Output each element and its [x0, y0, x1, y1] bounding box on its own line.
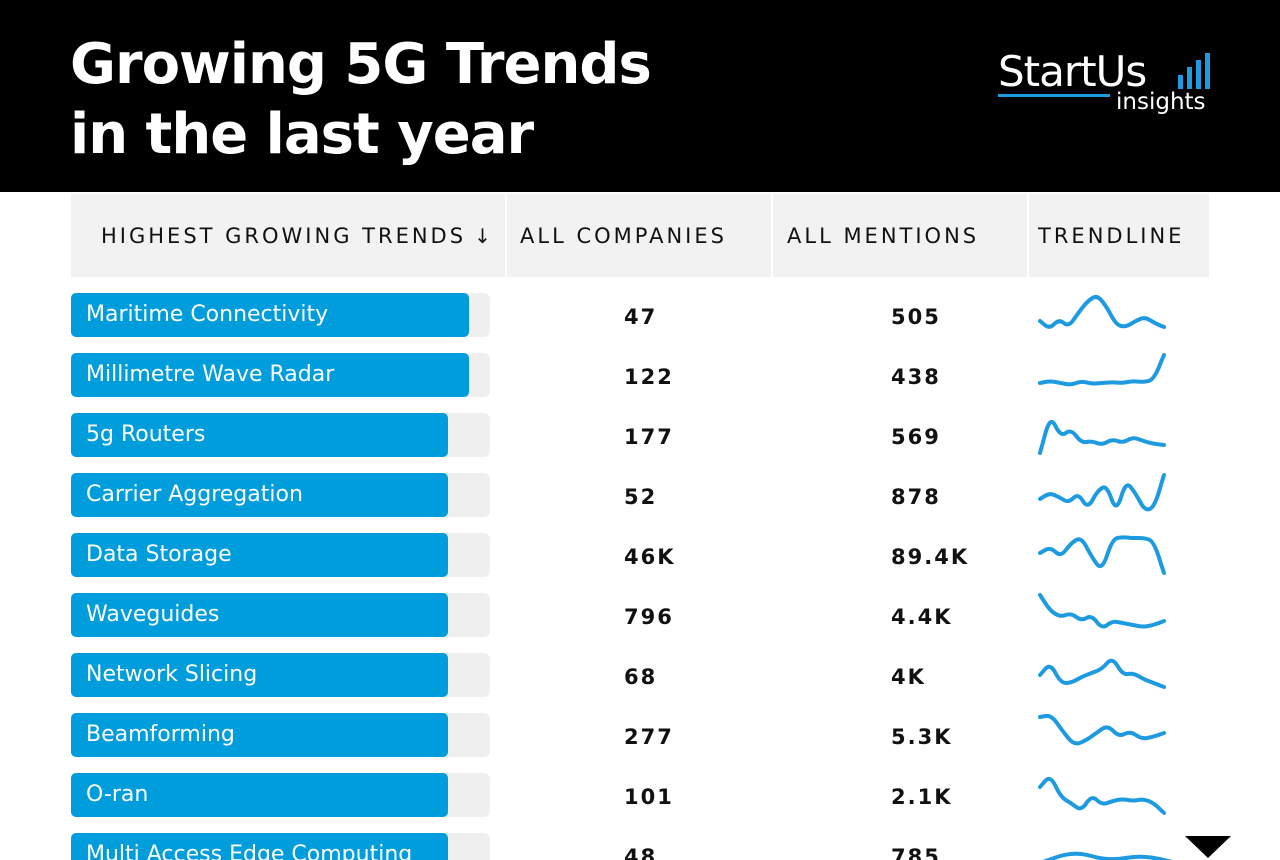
mentions-count: 89.4K [891, 545, 970, 569]
sparkline-path [1038, 713, 1167, 746]
trendline-sparkline [1038, 419, 1166, 455]
growth-bar[interactable] [71, 773, 448, 817]
header-label: HIGHEST GROWING TRENDS [101, 223, 467, 248]
header-banner: Growing 5G Trends in the last year Start… [0, 0, 1280, 192]
logo-underline [998, 94, 1110, 97]
logo-subtitle: insights [1116, 89, 1206, 115]
table-row[interactable]: Network Slicing 68 4K [0, 653, 1280, 699]
table-row[interactable]: Beamforming 277 5.3K [0, 713, 1280, 759]
growth-bar[interactable] [71, 533, 448, 577]
growth-bar[interactable] [71, 593, 448, 637]
mentions-count: 505 [891, 305, 941, 329]
companies-count: 48 [624, 845, 658, 860]
sparkline-path [1038, 473, 1166, 512]
signal-bars-icon [1178, 53, 1212, 89]
trend-name[interactable]: Data Storage [86, 542, 232, 567]
trendline-sparkline [1042, 851, 1173, 860]
sparkline-path [1038, 295, 1166, 329]
trendline-sparkline [1038, 353, 1166, 387]
sparkline-path [1038, 593, 1166, 629]
trend-name[interactable]: Waveguides [86, 602, 220, 627]
table-row[interactable]: 5g Routers 177 569 [0, 413, 1280, 459]
table-row[interactable]: O-ran 101 2.1K [0, 773, 1280, 819]
trendline-sparkline [1038, 776, 1166, 815]
trendline-sparkline [1038, 473, 1166, 512]
companies-count: 277 [624, 725, 674, 749]
trend-name[interactable]: Network Slicing [86, 662, 258, 687]
companies-count: 47 [624, 305, 658, 329]
table-row[interactable]: Carrier Aggregation 52 878 [0, 473, 1280, 519]
trend-name[interactable]: O-ran [86, 782, 149, 807]
growth-bar[interactable] [71, 353, 469, 397]
companies-count: 177 [624, 425, 674, 449]
mentions-count: 2.1K [891, 785, 953, 809]
sparkline-path [1042, 851, 1173, 860]
table-row[interactable]: Data Storage 46K 89.4K [0, 533, 1280, 579]
trend-name[interactable]: Millimetre Wave Radar [86, 362, 335, 387]
logo-wordmark: StartUs [998, 47, 1147, 96]
mentions-count: 5.3K [891, 725, 953, 749]
trendline-sparkline [1038, 593, 1166, 629]
trend-name[interactable]: 5g Routers [86, 422, 206, 447]
companies-count: 52 [624, 485, 658, 509]
mentions-count: 4K [891, 665, 926, 689]
companies-count: 122 [624, 365, 674, 389]
header-highest-growing-trends[interactable]: HIGHEST GROWING TRENDS ↓ [71, 194, 505, 277]
trend-name[interactable]: Multi Access Edge Computing [86, 842, 413, 860]
title-line-1: Growing 5G Trends [70, 32, 652, 97]
trend-name[interactable]: Maritime Connectivity [86, 302, 329, 327]
header-trendline[interactable]: TRENDLINE [1029, 194, 1209, 277]
companies-count: 68 [624, 665, 658, 689]
growth-bar[interactable] [71, 413, 448, 457]
growth-bar[interactable] [71, 653, 448, 697]
companies-count: 46K [624, 545, 676, 569]
growth-bar[interactable] [71, 473, 448, 517]
table-row[interactable]: Millimetre Wave Radar 122 438 [0, 353, 1280, 399]
table-header: HIGHEST GROWING TRENDS ↓ ALL COMPANIES A… [71, 194, 1209, 277]
sparkline-path [1038, 535, 1166, 575]
trendline-sparkline [1038, 713, 1167, 746]
scroll-down-icon[interactable] [1185, 836, 1231, 858]
sparkline-path [1038, 776, 1166, 815]
mentions-count: 4.4K [891, 605, 953, 629]
title-line-2: in the last year [70, 102, 534, 167]
page-title: Growing 5G Trends in the last year [70, 30, 652, 170]
arrow-down-icon[interactable]: ↓ [474, 223, 491, 248]
growth-bar[interactable] [71, 293, 469, 337]
header-label: ALL COMPANIES [520, 223, 727, 248]
trendline-sparkline [1038, 658, 1166, 689]
companies-count: 796 [624, 605, 674, 629]
table-row[interactable]: Multi Access Edge Computing 48 785 [0, 833, 1280, 860]
growth-bar[interactable] [71, 833, 448, 860]
trend-name[interactable]: Carrier Aggregation [86, 482, 303, 507]
mentions-count: 438 [891, 365, 941, 389]
header-label: TRENDLINE [1038, 223, 1185, 248]
mentions-count: 878 [891, 485, 941, 509]
mentions-count: 569 [891, 425, 941, 449]
sparkline-path [1038, 658, 1166, 689]
header-label: ALL MENTIONS [787, 223, 980, 248]
sparkline-path [1038, 419, 1166, 455]
trend-name[interactable]: Beamforming [86, 722, 235, 747]
sparkline-path [1038, 353, 1166, 387]
header-all-companies[interactable]: ALL COMPANIES [507, 194, 771, 277]
startus-logo[interactable]: StartUs insights [998, 48, 1213, 123]
mentions-count: 785 [891, 845, 941, 860]
header-all-mentions[interactable]: ALL MENTIONS [773, 194, 1027, 277]
table-row[interactable]: Maritime Connectivity 47 505 [0, 293, 1280, 339]
table-row[interactable]: Waveguides 796 4.4K [0, 593, 1280, 639]
trendline-sparkline [1038, 535, 1166, 575]
growth-bar[interactable] [71, 713, 448, 757]
trendline-sparkline [1038, 295, 1166, 329]
companies-count: 101 [624, 785, 674, 809]
